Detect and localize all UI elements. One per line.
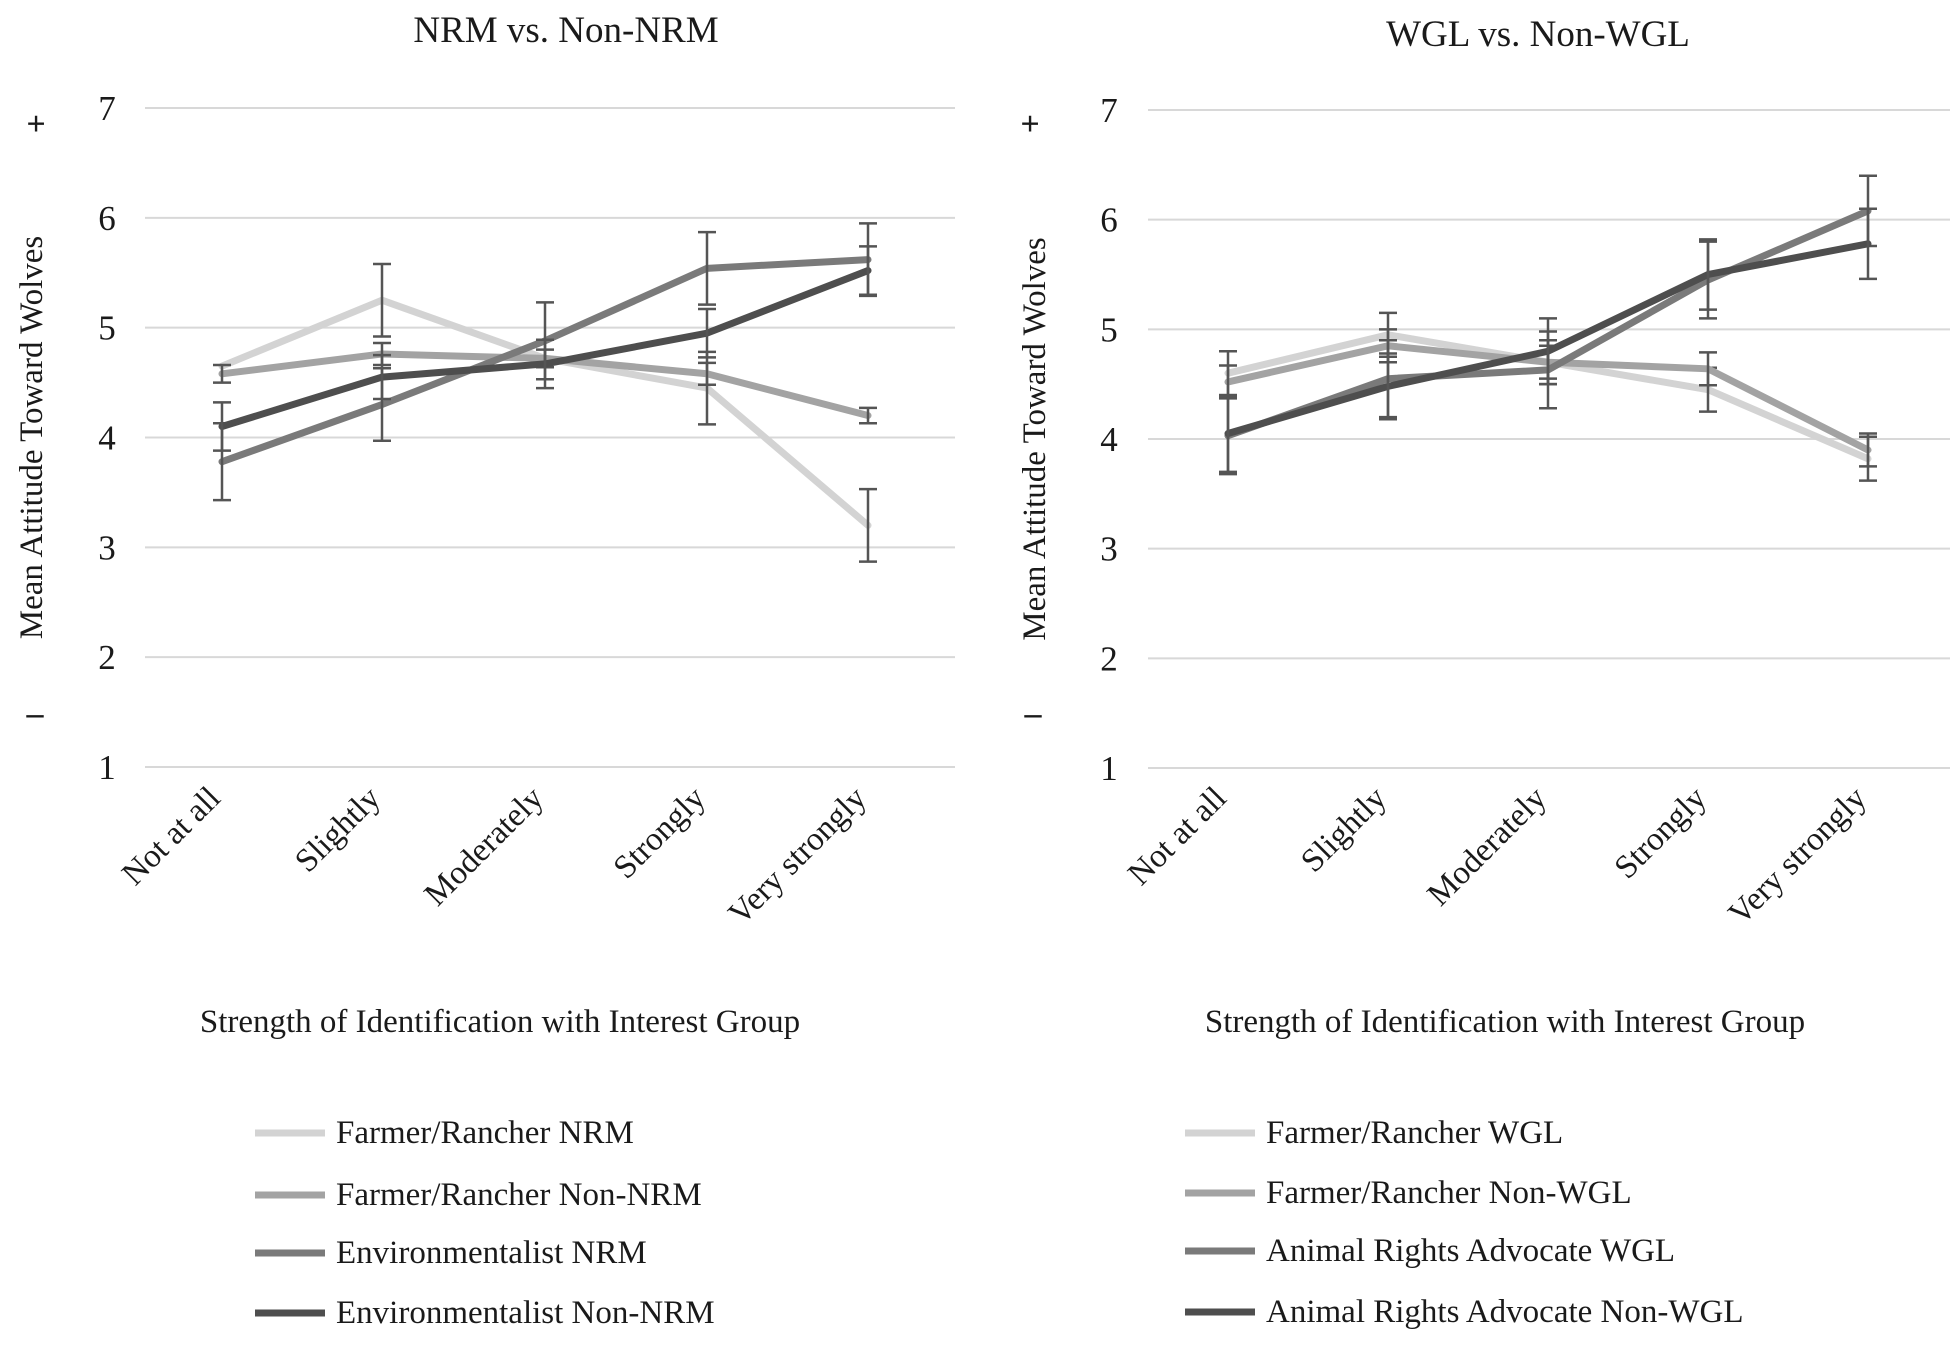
legend-label: Environmentalist NRM (336, 1235, 647, 1271)
y-tick-label: 5 (98, 309, 116, 348)
series (1219, 207, 1877, 474)
chart-wgl: WGL vs. Non-WGL 1 2 3 4 5 6 7 Mean Attitude Towa… (1017, 14, 1950, 1330)
y-tick-label: 7 (1100, 91, 1118, 130)
legend-label: Animal Rights Advocate Non-WGL (1266, 1294, 1744, 1330)
x-tick-label: Slightly (1294, 780, 1394, 880)
x-tick-label: Slightly (288, 780, 388, 880)
y-tick-label: 6 (98, 199, 116, 238)
y-tick-label: 1 (98, 748, 116, 787)
y-tick-label: 4 (1100, 420, 1118, 459)
x-tick-label: Very strongly (1722, 780, 1874, 932)
legend-label: Farmer/Rancher NRM (336, 1115, 634, 1151)
y-tick-label: 5 (1100, 310, 1118, 349)
chart-nrm: NRM vs. Non-NRM 1 2 3 4 5 6 7 Mean Attitude Towa… (14, 10, 955, 1331)
x-axis-label: Strength of Identification with Interest… (1205, 1004, 1805, 1040)
y-tick-label: 4 (98, 419, 116, 458)
chart-title: WGL vs. Non-WGL (1386, 14, 1690, 55)
x-tick-label: Moderately (1421, 780, 1554, 913)
chart-title: NRM vs. Non-NRM (413, 10, 718, 51)
y-tick-label: 3 (98, 528, 116, 567)
x-tick-label: Not at all (1121, 780, 1233, 892)
y-tick-label: 3 (1100, 530, 1118, 569)
series (213, 245, 877, 452)
legend-label: Farmer/Rancher WGL (1266, 1115, 1563, 1151)
x-tick-label: Moderately (418, 780, 551, 913)
legend-label: Animal Rights Advocate WGL (1266, 1233, 1675, 1269)
y-axis-label: Mean Attitude Toward Wolves (1017, 237, 1053, 641)
positive-marker: + (26, 106, 45, 143)
y-tick-label: 7 (98, 89, 116, 128)
x-axis-label: Strength of Identification with Interest… (200, 1004, 800, 1040)
negative-marker: – (26, 695, 45, 732)
x-tick-label: Strongly (607, 780, 713, 886)
x-tick-label: Very strongly (722, 780, 874, 932)
legend-label: Farmer/Rancher Non-WGL (1266, 1175, 1632, 1211)
y-tick-label: 1 (1100, 749, 1118, 788)
y-axis-label: Mean Attitude Toward Wolves (14, 236, 50, 640)
x-tick-label: Not at all (115, 780, 227, 892)
y-tick-label: 6 (1100, 201, 1118, 240)
positive-marker: + (1020, 106, 1039, 143)
x-tick-label: Strongly (1608, 780, 1714, 886)
y-tick-label: 2 (98, 638, 116, 677)
legend-label: Environmentalist Non-NRM (336, 1295, 715, 1331)
legend-label: Farmer/Rancher Non-NRM (336, 1177, 702, 1213)
negative-marker: – (1024, 695, 1043, 732)
y-tick-label: 2 (1100, 639, 1118, 678)
